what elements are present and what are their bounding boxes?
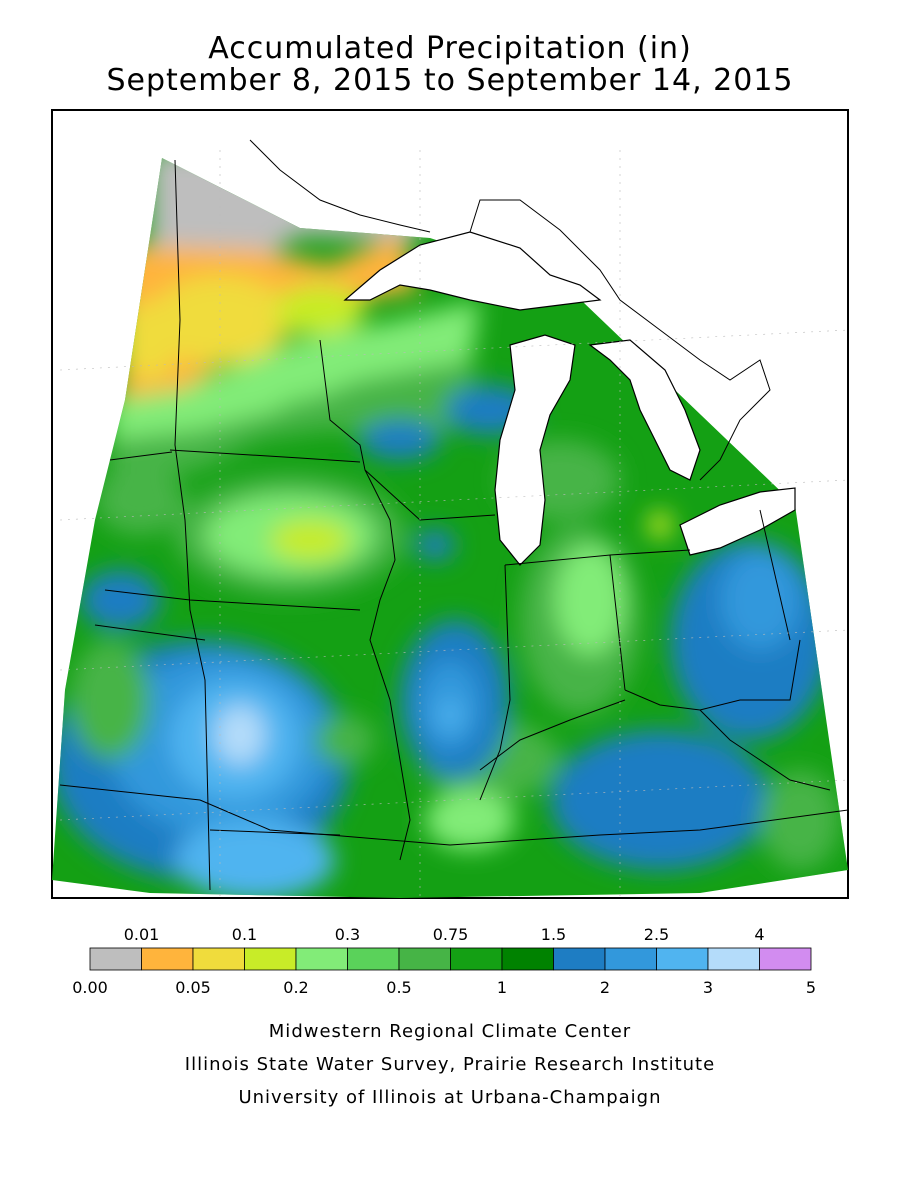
great-lakes [343, 231, 796, 566]
legend-swatch [707, 947, 760, 971]
legend-bottom-label: 2 [600, 978, 610, 997]
legend-swatch [398, 947, 451, 971]
legend-swatch [347, 947, 400, 971]
legend-top-labels: 0.01 0.1 0.3 0.75 1.5 2.5 4 [124, 925, 765, 944]
legend-top-label: 0.1 [232, 925, 257, 944]
state-boundaries [59, 159, 849, 891]
legend-bottom-label: 0.2 [283, 978, 308, 997]
legend-top-label: 0.75 [433, 925, 469, 944]
legend-swatch [141, 947, 194, 971]
lake-huron [588, 339, 701, 481]
legend-swatch [89, 947, 142, 971]
credit-line-1: Midwestern Regional Climate Center [268, 1021, 632, 1042]
legend-swatch [604, 947, 657, 971]
legend-swatch [656, 947, 709, 971]
legend-swatch [759, 947, 812, 971]
map-title: Accumulated Precipitation (in) [208, 31, 692, 66]
legend-swatch [450, 947, 503, 971]
legend-bottom-label: 3 [703, 978, 713, 997]
legend-swatch [553, 947, 606, 971]
credit-line-3: University of Illinois at Urbana-Champai… [238, 1087, 662, 1108]
legend-bottom-label: 0.05 [175, 978, 211, 997]
legend-bottom-label: 0.5 [386, 978, 411, 997]
credit-line-2: Illinois State Water Survey, Prairie Res… [184, 1054, 716, 1075]
legend-swatch [501, 947, 554, 971]
legend-top-label: 2.5 [644, 925, 669, 944]
legend-swatch [295, 947, 348, 971]
legend-bottom-label: 5 [806, 978, 816, 997]
lake-michigan [494, 334, 576, 566]
legend-bottom-label: 0.00 [72, 978, 108, 997]
canada-outline [249, 139, 771, 481]
legend-color-bar [89, 947, 812, 971]
lat-lon-grid [59, 150, 849, 898]
legend-bottom-label: 1 [497, 978, 507, 997]
legend-bottom-labels: 0.00 0.05 0.2 0.5 1 2 3 5 [72, 978, 816, 997]
legend-swatch [192, 947, 245, 971]
map-subtitle: September 8, 2015 to September 14, 2015 [106, 63, 794, 98]
lake-erie [679, 487, 796, 556]
legend-top-label: 4 [754, 925, 764, 944]
legend-top-label: 0.01 [124, 925, 160, 944]
legend-top-label: 1.5 [541, 925, 566, 944]
lake-superior [343, 231, 602, 311]
legend-swatch [244, 947, 297, 971]
legend-top-label: 0.3 [335, 925, 360, 944]
